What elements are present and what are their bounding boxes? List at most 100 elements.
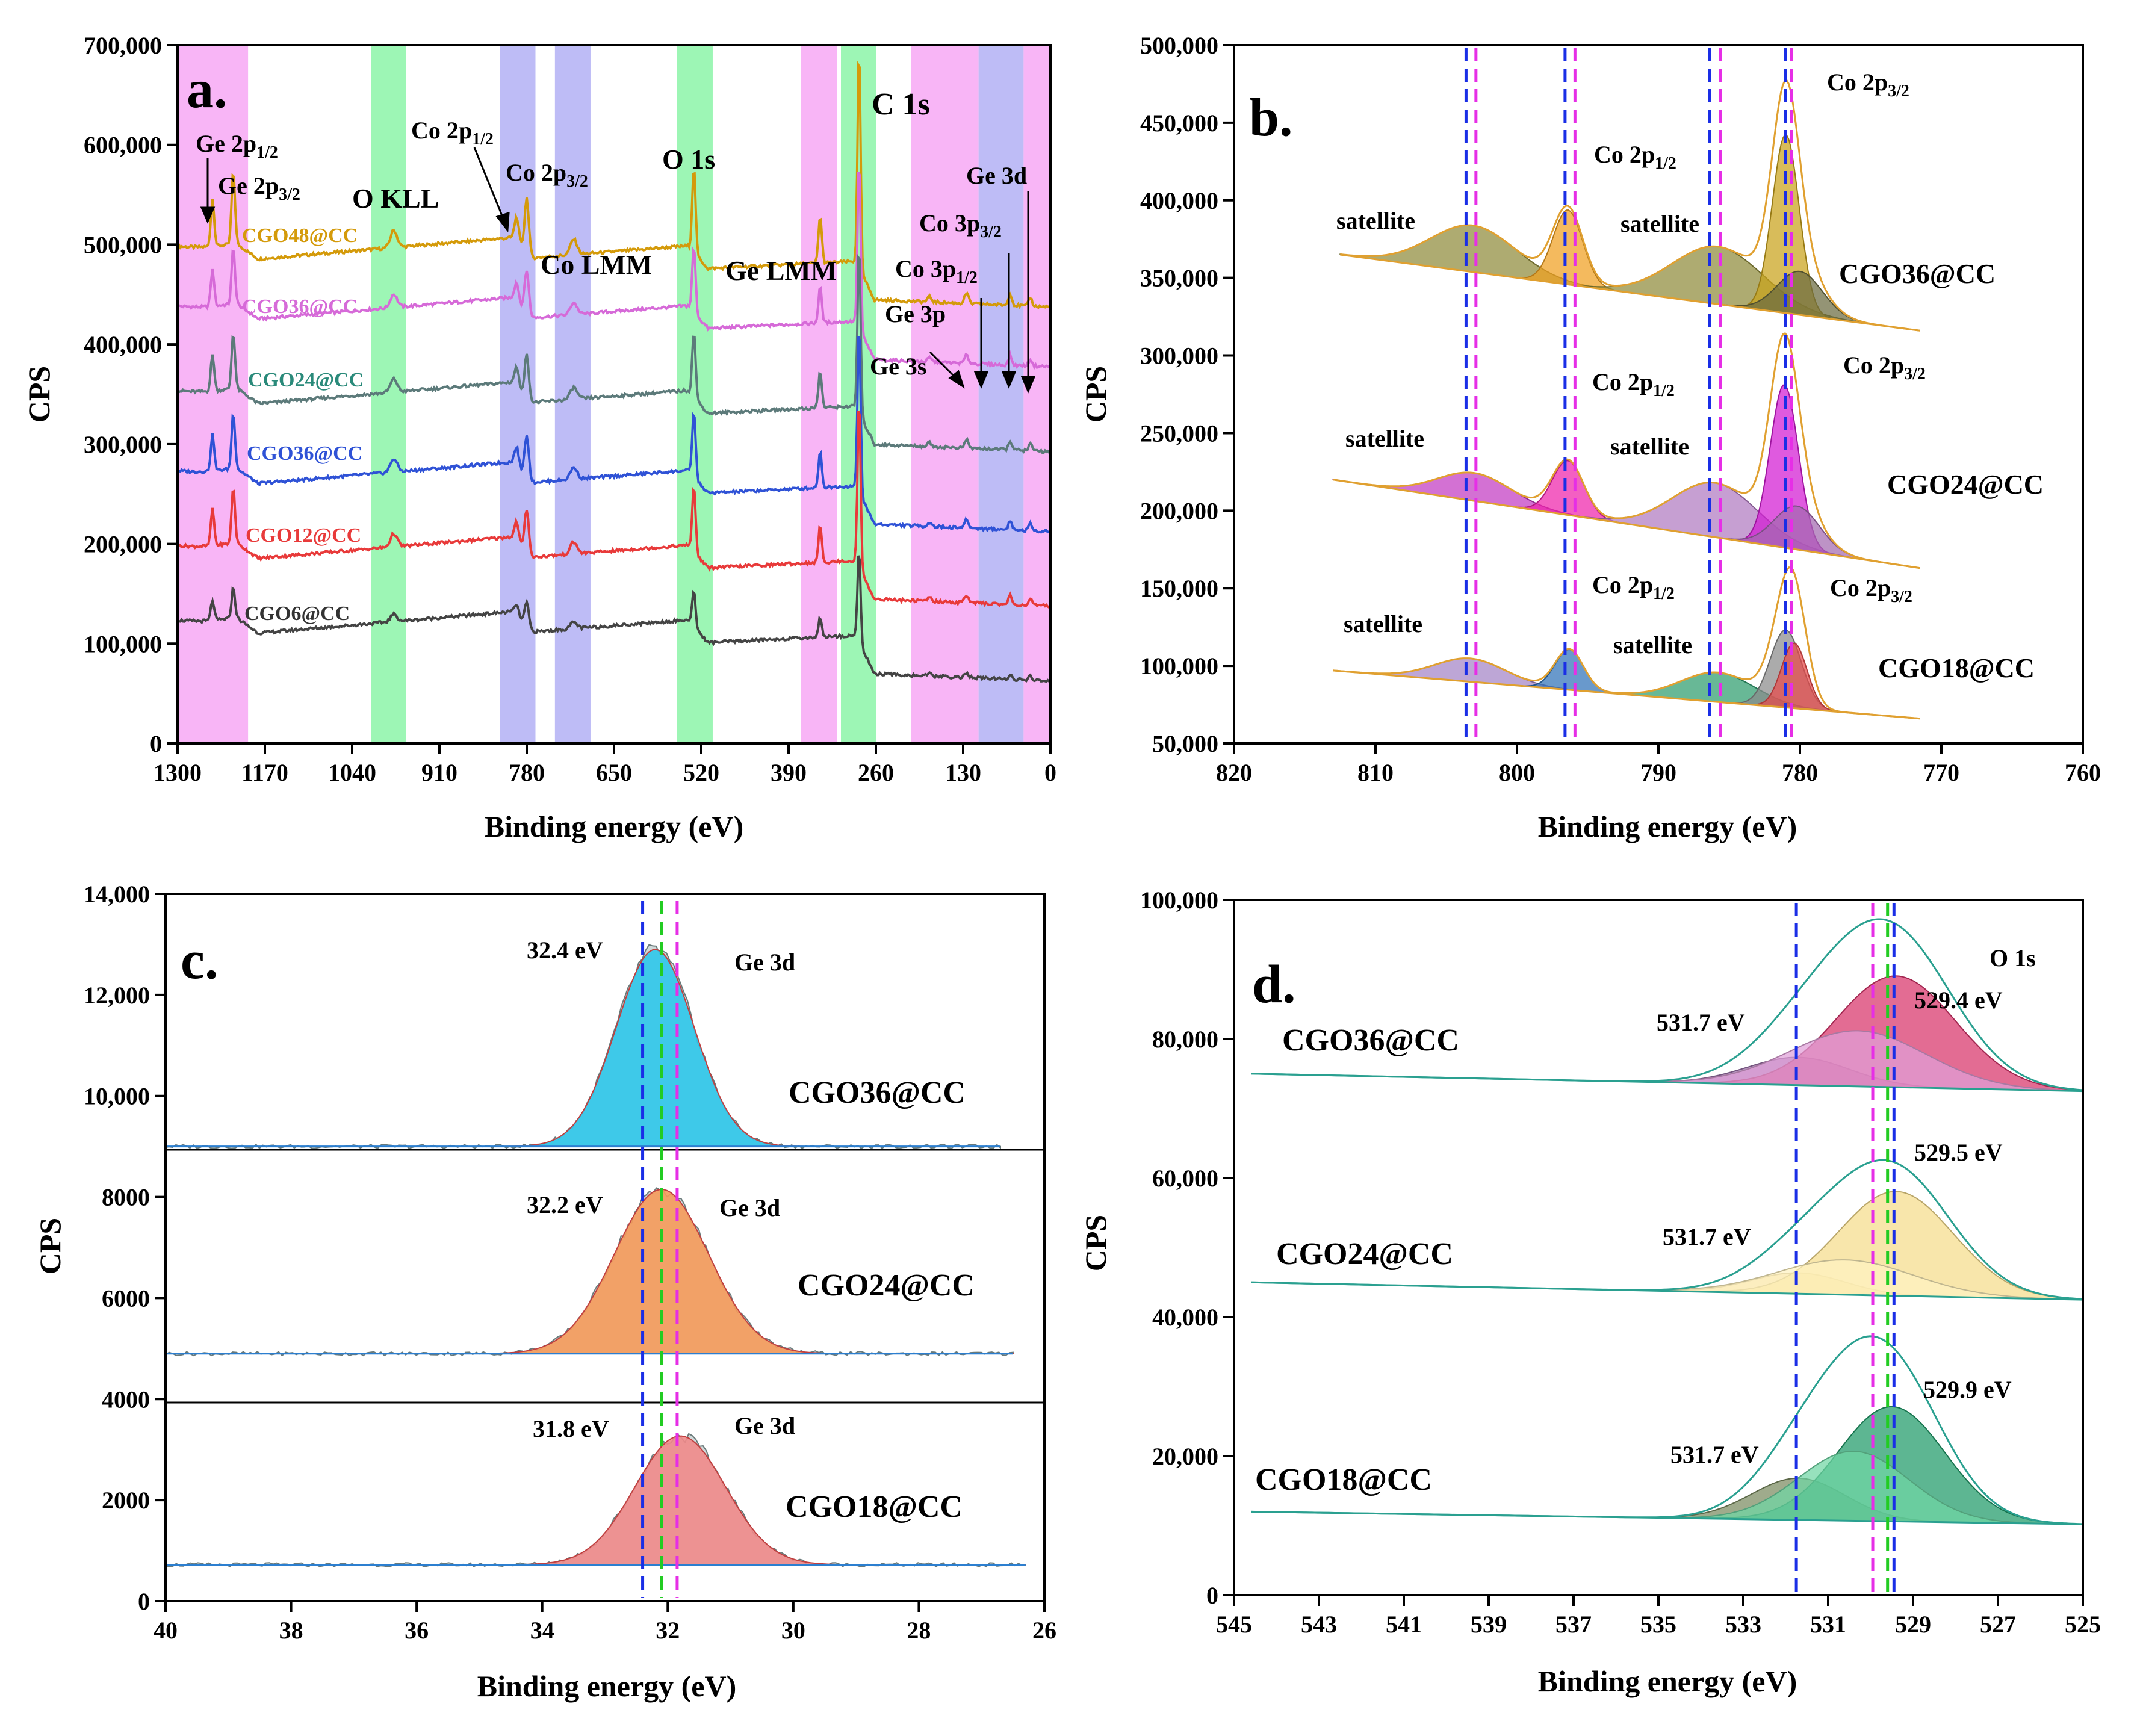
panel-d-background-line <box>1251 1281 2083 1301</box>
annot-co-2p32: Co 2p3/2 <box>506 159 588 191</box>
panel-a-ytick-label: 300,000 <box>84 431 162 458</box>
panel-c-ytick-label: 14,000 <box>84 881 150 908</box>
panel-b-xlabel: Binding energy (eV) <box>1538 810 1797 843</box>
panel-d-e1-low: 529.4 eV <box>1914 987 2003 1014</box>
panel-d-ytick-label: 20,000 <box>1152 1443 1218 1470</box>
panel-b-ytick-label: 200,000 <box>1140 497 1218 524</box>
panel-b-xtick-label: 810 <box>1357 759 1394 786</box>
panel-a-ytick-label: 100,000 <box>84 630 162 657</box>
panel-a-xtick-label: 1040 <box>328 759 376 786</box>
panel-d-background-line <box>1251 1073 2083 1093</box>
panel-d-series-cgo24: CGO24@CC <box>1276 1237 1453 1271</box>
panel-c-ytick-label: 6000 <box>102 1285 150 1312</box>
panel-d-xtick-label: 525 <box>2065 1611 2101 1638</box>
panel-b-sat-2a: satellite <box>1345 425 1424 452</box>
annot-co-3p12: Co 3p1/2 <box>895 255 978 287</box>
panel-b-ytick-label: 50,000 <box>1152 730 1218 757</box>
panel-a-region-band <box>677 45 713 743</box>
panel-c-ge3d-2: Ge 3d <box>719 1194 780 1221</box>
panel-a-xtick-label: 910 <box>421 759 457 786</box>
panel-b-label: b. <box>1249 88 1293 147</box>
arrow-ge-3p <box>929 351 958 380</box>
arrowhead-ge-3p <box>948 370 965 389</box>
panel-b-ytick-label: 100,000 <box>1140 653 1218 680</box>
panel-a-xlabel: Binding energy (eV) <box>485 810 744 843</box>
panel-d-xtick-label: 545 <box>1216 1611 1252 1638</box>
panel-b-sat-3b: satellite <box>1613 631 1692 659</box>
panel-a-ylabel: CPS <box>22 366 56 423</box>
panel-a-xtick-label: 390 <box>771 759 807 786</box>
annot-co-2p12: Co 2p1/2 <box>411 117 494 149</box>
panel-a-region-band <box>978 45 1024 743</box>
panel-a-series-label-cgo48: CGO48@CC <box>242 225 358 247</box>
panel-b-co2p12-1: Co 2p1/2 <box>1594 141 1676 173</box>
panel-c-ge3d-1: Ge 3d <box>734 949 795 976</box>
panel-b-background-line <box>1340 253 1920 332</box>
panel-b-co2p12-3: Co 2p1/2 <box>1592 571 1675 603</box>
annot-c-1s: C 1s <box>872 87 930 122</box>
annot-co-lmm: Co LMM <box>541 249 652 280</box>
panel-d-xtick-label: 533 <box>1725 1611 1761 1638</box>
panel-c-xtick-label: 28 <box>907 1617 931 1644</box>
panel-a-region-band <box>554 45 591 743</box>
panel-a-region-band <box>911 45 979 743</box>
panel-b-envelope <box>1333 332 1921 569</box>
panel-c-xtick-label: 26 <box>1032 1617 1056 1644</box>
panel-a-ytick-label: 500,000 <box>84 231 162 258</box>
annot-ge-lmm: Ge LMM <box>725 255 837 286</box>
panel-a-region-band <box>178 45 249 743</box>
panel-c-xlabel: Binding energy (eV) <box>477 1669 737 1703</box>
panel-d-xtick-label: 537 <box>1555 1611 1592 1638</box>
panel-d-xlabel: Binding energy (eV) <box>1538 1664 1797 1698</box>
panel-d-ytick-label: 80,000 <box>1152 1026 1218 1053</box>
panel-a: 1300 1170 1040 910 780 650 520 390 260 130 00100,0… <box>22 32 1056 843</box>
panel-a-xtick-label: 1300 <box>154 759 202 786</box>
panel-c-xtick-label: 36 <box>405 1617 429 1644</box>
panel-a-ytick-label: 400,000 <box>84 331 162 358</box>
annot-ge-2p32: Ge 2p3/2 <box>218 172 300 204</box>
panel-d-e3-low: 529.9 eV <box>1923 1376 2012 1403</box>
panel-a-series-label-cgo6: CGO6@CC <box>244 603 350 625</box>
panel-b-ytick-label: 400,000 <box>1140 187 1218 214</box>
panel-a-region-band <box>500 45 536 743</box>
panel-b-ylabel: CPS <box>1079 366 1112 423</box>
panel-a-series-line <box>177 555 1052 683</box>
panel-c-ytick-label: 12,000 <box>84 982 150 1009</box>
panel-a-xtick-label: 130 <box>945 759 981 786</box>
panel-d-e3-high: 531.7 eV <box>1670 1441 1759 1468</box>
annot-ge-2p12: Ge 2p1/2 <box>196 130 278 162</box>
panel-b-xtick-label: 800 <box>1499 759 1535 786</box>
panel-a-region-band <box>1023 45 1050 743</box>
panel-a-series-line <box>176 172 1052 370</box>
panel-d-xtick-label: 539 <box>1471 1611 1507 1638</box>
panel-b-xtick-label: 790 <box>1640 759 1676 786</box>
panel-a-arrows <box>200 147 1036 394</box>
panel-c-ytick-label: 4000 <box>102 1386 150 1413</box>
panel-d-series-cgo36: CGO36@CC <box>1282 1023 1459 1058</box>
panel-a-ytick-label: 200,000 <box>84 531 162 558</box>
panel-a-series-line <box>177 254 1052 454</box>
panel-d-ytick-label: 40,000 <box>1152 1304 1218 1331</box>
arrowhead-co-3p12 <box>973 371 989 389</box>
panel-b-co2p12-2: Co 2p1/2 <box>1592 368 1675 400</box>
panel-c-fit-peak <box>166 949 1000 1147</box>
panel-c-ge3d-3: Ge 3d <box>734 1412 795 1439</box>
panel-d-label: d. <box>1252 955 1296 1014</box>
panel-d-xtick-label: 529 <box>1895 1611 1931 1638</box>
panel-a-series-line <box>176 61 1051 309</box>
panel-b-ytick-label: 150,000 <box>1140 575 1218 602</box>
panel-b-sat-1b: satellite <box>1620 210 1699 237</box>
panel-d-e2-low: 529.5 eV <box>1914 1139 2003 1166</box>
panel-c-energy-1: 32.4 eV <box>527 937 603 964</box>
panel-c-xtick-label: 40 <box>154 1617 178 1644</box>
panel-d-o1s: O 1s <box>1989 944 2036 972</box>
panel-a-xtick-label: 780 <box>509 759 545 786</box>
panel-d-ytick-label: 0 <box>1206 1582 1218 1609</box>
panel-d-ytick-label: 60,000 <box>1152 1165 1218 1192</box>
panel-b-envelope <box>1340 79 1920 332</box>
panel-b-sat-3a: satellite <box>1344 610 1422 637</box>
panel-b-co2p32-3: Co 2p3/2 <box>1830 574 1912 606</box>
panel-a-label: a. <box>187 60 228 119</box>
annot-ge-3s: Ge 3s <box>870 353 926 380</box>
